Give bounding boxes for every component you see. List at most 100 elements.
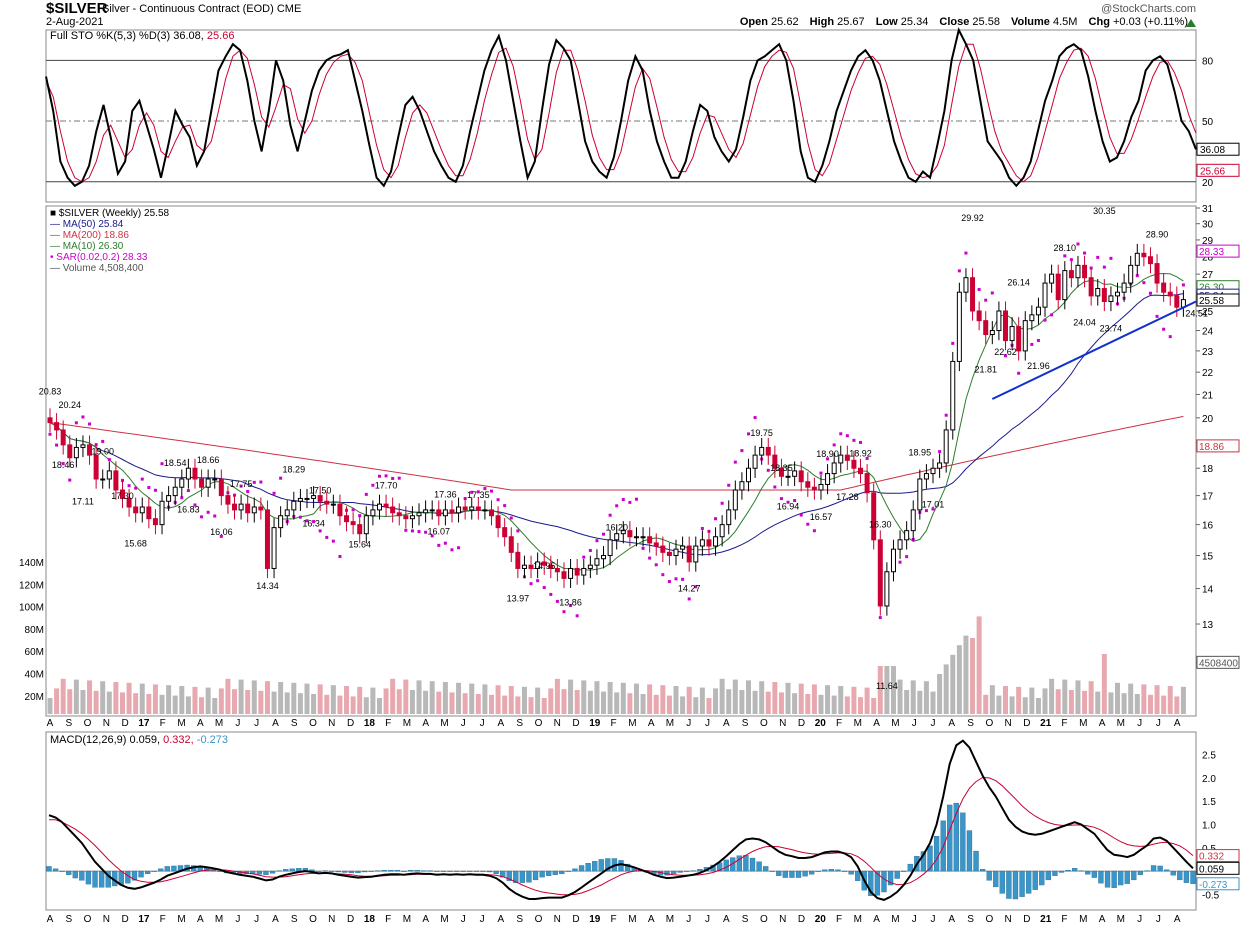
sar-dot <box>74 421 78 425</box>
macd-histogram-bar <box>887 870 894 886</box>
legend-swatch: — <box>50 263 63 274</box>
volume-bar <box>844 696 850 714</box>
chg-value: +0.03 (+0.11%) <box>1112 16 1188 28</box>
volume-bar <box>607 682 613 714</box>
volume-tick-label: 40M <box>25 670 44 681</box>
candle-body <box>1002 310 1008 342</box>
macd-histogram-bar <box>1085 870 1091 875</box>
sar-dot <box>1135 274 1139 278</box>
macd-histogram-bar <box>52 868 59 872</box>
price-tick-label: 17 <box>1202 492 1214 503</box>
price-tick-label: 22 <box>1202 368 1214 379</box>
stochastic-value-tag <box>1196 142 1240 156</box>
candle-body <box>442 509 448 517</box>
sar-dot <box>602 532 606 536</box>
macd-histogram-bar <box>381 869 387 872</box>
volume-bar <box>943 664 949 714</box>
volume-bar <box>251 680 257 714</box>
volume-bar <box>1154 685 1160 714</box>
macd-histogram-bar <box>486 870 493 873</box>
candle-body <box>54 422 60 431</box>
macd-histogram-bar <box>1019 870 1025 897</box>
price-annotation: 17.28 <box>836 492 859 502</box>
x-axis-label: O <box>985 718 993 729</box>
candle-body <box>133 506 139 514</box>
sar-dot <box>1017 371 1021 375</box>
macd-histogram-bar <box>585 863 591 872</box>
candle-body <box>1167 291 1173 297</box>
candle-body <box>528 564 534 569</box>
sar-dot <box>562 610 566 614</box>
candle-body <box>620 530 626 535</box>
sar-dot <box>68 478 72 482</box>
price-annotation: 16.06 <box>210 527 233 537</box>
candle-body <box>1049 273 1055 284</box>
x-axis-label: S <box>967 718 974 729</box>
volume-bar <box>80 690 86 714</box>
candle-body <box>383 503 389 508</box>
close-value: 25.58 <box>972 16 1000 28</box>
macd-histogram-bar <box>736 855 742 872</box>
x-axis-label: N <box>779 914 786 925</box>
sar-dot <box>180 496 184 500</box>
volume-bar <box>297 693 303 714</box>
sar-dot <box>1083 251 1087 255</box>
stochastic-d-line <box>45 43 1197 183</box>
sar-dot <box>318 529 322 533</box>
macd-histogram-bar <box>841 870 848 872</box>
collapse-arrow-icon[interactable] <box>1186 19 1196 27</box>
candle-body <box>462 506 468 511</box>
price-annotation: 18.95 <box>909 448 932 458</box>
macd-histogram-bar <box>1039 870 1045 886</box>
volume-bar <box>1082 690 1088 714</box>
candle-body <box>910 509 916 532</box>
price-annotation: 18.54 <box>164 458 187 468</box>
macd-histogram-bar <box>296 868 302 872</box>
candle-body <box>798 470 804 483</box>
macd-histogram-bar <box>493 870 499 875</box>
sar-dot <box>312 520 316 524</box>
price-annotation: 28.90 <box>1146 230 1169 240</box>
candle-body <box>185 467 191 480</box>
sar-dot <box>259 480 263 484</box>
x-axis-label: 18 <box>364 914 376 925</box>
x-axis-label: S <box>65 914 72 925</box>
macd-histogram-bar <box>158 868 164 872</box>
sar-dot <box>944 413 948 417</box>
macd-histogram-bar <box>690 870 696 872</box>
candle-body <box>192 467 198 480</box>
volume-bar <box>1009 696 1015 714</box>
x-axis-label: J <box>930 718 935 729</box>
low-label: Low <box>875 16 898 28</box>
price-tick-label: 25 <box>1202 307 1214 318</box>
candle-body <box>166 495 172 502</box>
volume-bar <box>515 696 521 714</box>
macd-value-tag-text: -0.273 <box>1199 880 1228 891</box>
sar-dot <box>779 497 783 501</box>
macd-histogram-bar <box>85 870 92 885</box>
macd-histogram-bar <box>348 870 355 874</box>
macd-histogram-bar <box>368 870 374 872</box>
macd-histogram-bar <box>822 869 828 872</box>
macd-histogram-bar <box>1045 870 1052 881</box>
sar-dot <box>120 478 124 482</box>
volume-bar <box>970 638 976 714</box>
candle-body <box>317 495 323 502</box>
volume-bar <box>278 682 284 714</box>
candle-body <box>212 478 218 481</box>
candle-body <box>238 503 244 511</box>
macd-histogram-bar <box>730 857 736 872</box>
sar-dot <box>714 517 718 521</box>
candle-body <box>1161 282 1167 293</box>
macd-histogram-bar <box>670 870 677 875</box>
candle-body <box>1095 288 1101 297</box>
macd-histogram-bar <box>999 870 1005 894</box>
macd-histogram-bar <box>329 870 335 872</box>
volume-bar <box>666 695 672 714</box>
volume-bar <box>627 693 633 714</box>
volume-bar <box>963 635 969 714</box>
price-tick-label: 20 <box>1202 414 1214 425</box>
price-annotation: 16.34 <box>302 519 325 529</box>
x-axis-label: 20 <box>815 914 827 925</box>
volume-bar <box>923 681 929 714</box>
